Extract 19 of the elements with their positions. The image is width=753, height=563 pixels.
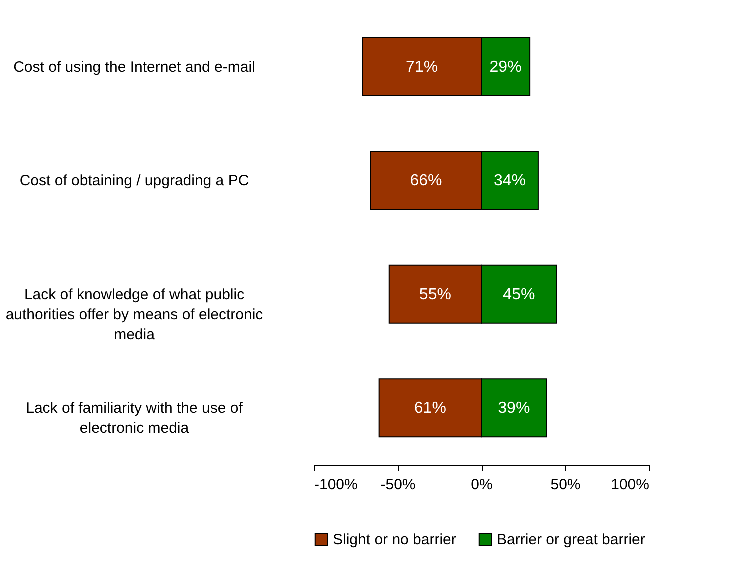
y-tick-label: Cost of obtaining / upgrading a PC [20, 172, 250, 190]
data-label: 34% [494, 172, 526, 190]
data-label: 39% [498, 400, 530, 418]
x-tick-label: 100% [611, 476, 650, 494]
data-label: 71% [406, 58, 438, 76]
legend-label: Slight or no barrier [333, 532, 456, 549]
legend-label: Barrier or great barrier [497, 532, 646, 549]
y-tick-label: Cost of using the Internet and e-mail [14, 58, 256, 76]
y-tick-label: Lack of knowledge of what public authorities offer by means of electronic media [6, 286, 264, 344]
data-label: 45% [503, 286, 536, 304]
data-label: 55% [419, 286, 452, 304]
x-tick-label: 0% [471, 476, 493, 494]
x-tick-label: 50% [550, 476, 581, 494]
x-tick-label: -50% [380, 476, 416, 494]
data-label: 61% [414, 400, 446, 418]
data-label: 29% [490, 58, 522, 76]
data-label: 66% [410, 172, 442, 190]
y-tick-label: Lack of familiarity with the use of electronic media [26, 400, 244, 438]
x-tick-label: -100% [314, 476, 358, 494]
